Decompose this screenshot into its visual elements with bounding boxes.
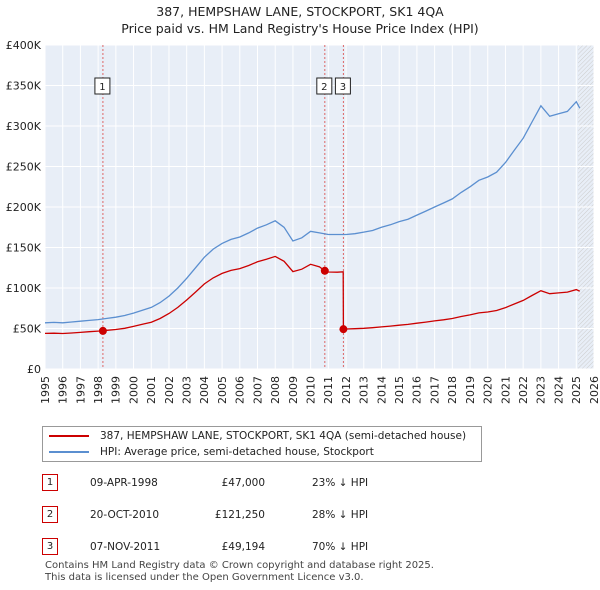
x-tick-label: 2003	[181, 376, 194, 404]
x-tick-label: 2001	[145, 376, 158, 404]
sale-date: 09-APR-1998	[90, 477, 158, 489]
sale-hpi-diff: 23% ↓ HPI	[312, 477, 369, 489]
x-tick-label: 2016	[411, 376, 424, 404]
hpi-line	[44, 100, 581, 324]
x-tick-label: 1996	[57, 376, 70, 404]
x-tick-label: 2006	[234, 376, 247, 404]
x-tick-label: 2002	[163, 376, 176, 404]
sale-price: £49,194	[221, 541, 265, 553]
sale-label-text: 1	[99, 82, 105, 93]
x-tick-label: 2026	[588, 376, 600, 404]
x-tick-label: 2007	[251, 376, 264, 404]
footer-licence: This data is licensed under the Open Gov…	[45, 571, 364, 583]
legend-item-hpi: HPI: Average price, semi-detached house,…	[49, 444, 374, 460]
sale-price: £47,000	[221, 477, 265, 489]
x-tick-label: 2015	[393, 376, 406, 404]
sale-date: 07-NOV-2011	[90, 541, 161, 553]
sale-price: £121,250	[214, 509, 265, 521]
sale-label-text: 2	[321, 82, 327, 93]
y-tick-label: £350K	[6, 80, 42, 93]
sale-label-text: 3	[340, 82, 346, 93]
x-tick-label: 2005	[216, 376, 229, 404]
footer: Contains HM Land Registry data © Crown c…	[45, 560, 434, 583]
x-tick-label: 2010	[304, 376, 317, 404]
x-tick-label: 2019	[464, 376, 477, 404]
y-tick-label: £100K	[6, 282, 42, 295]
x-tick-label: 2014	[375, 376, 388, 404]
y-tick-label: £300K	[6, 120, 42, 133]
y-tick-label: £400K	[6, 39, 42, 52]
x-tick-label: 2025	[570, 376, 583, 404]
x-tick-label: 2011	[322, 376, 335, 404]
x-tick-label: 2024	[552, 376, 565, 404]
sale-row: 1 09-APR-1998 £47,000 23% ↓ HPI	[0, 474, 600, 494]
legend-item-property: 387, HEMPSHAW LANE, STOCKPORT, SK1 4QA (…	[49, 428, 466, 444]
x-tick-label: 2020	[482, 376, 495, 404]
chart-title-line1: 387, HEMPSHAW LANE, STOCKPORT, SK1 4QA	[156, 4, 444, 19]
y-tick-label: £250K	[6, 161, 42, 174]
x-tick-label: 1998	[92, 376, 105, 404]
y-tick-label: £50K	[13, 323, 42, 336]
x-tick-label: 1999	[110, 376, 123, 404]
x-tick-label: 1995	[39, 376, 52, 404]
price-chart: £0 £50K £100K £150K £200K £250K £300K £350K £400…	[6, 39, 600, 404]
x-tick-label: 2004	[198, 376, 211, 404]
x-tick-label: 2022	[517, 376, 530, 404]
sale-hpi-diff: 28% ↓ HPI	[312, 509, 369, 521]
sale-date: 20-OCT-2010	[90, 509, 159, 521]
sale-number-badge: 1	[42, 474, 58, 491]
x-tick-label: 2018	[446, 376, 459, 404]
x-tick-label: 2017	[428, 376, 441, 404]
sale-hpi-diff: 70% ↓ HPI	[312, 541, 369, 553]
x-tick-label: 2023	[535, 376, 548, 404]
x-tick-label: 2012	[340, 376, 353, 404]
sale-marker	[98, 326, 107, 335]
legend-blue-label: HPI: Average price, semi-detached house,…	[100, 446, 374, 458]
y-tick-label: £150K	[6, 242, 42, 255]
legend-red-label: 387, HEMPSHAW LANE, STOCKPORT, SK1 4QA (…	[100, 430, 467, 442]
x-tick-label: 2009	[287, 376, 300, 404]
x-tick-label: 2008	[269, 376, 282, 404]
sale-number-badge: 2	[42, 506, 58, 523]
x-tick-label: 1997	[74, 376, 87, 404]
legend-red-line	[49, 435, 89, 437]
x-tick-label: 2021	[499, 376, 512, 404]
y-tick-label: £0	[27, 363, 41, 376]
legend-blue-line	[49, 451, 89, 453]
legend: 387, HEMPSHAW LANE, STOCKPORT, SK1 4QA (…	[42, 426, 482, 462]
chart-title-line2: Price paid vs. HM Land Registry's House …	[121, 21, 479, 36]
sale-label-box	[334, 77, 351, 95]
sale-number-badge: 3	[42, 538, 58, 555]
sale-label-box	[94, 77, 111, 95]
sale-label-box	[316, 77, 333, 95]
sale-row: 2 20-OCT-2010 £121,250 28% ↓ HPI	[0, 506, 600, 526]
y-tick-label: £200K	[6, 201, 42, 214]
sale-marker	[320, 266, 329, 275]
footer-copyright: Contains HM Land Registry data © Crown c…	[45, 560, 434, 571]
x-tick-label: 2000	[127, 376, 140, 404]
sale-marker	[339, 325, 348, 334]
sale-row: 3 07-NOV-2011 £49,194 70% ↓ HPI	[0, 538, 600, 558]
x-tick-label: 2013	[358, 376, 371, 404]
